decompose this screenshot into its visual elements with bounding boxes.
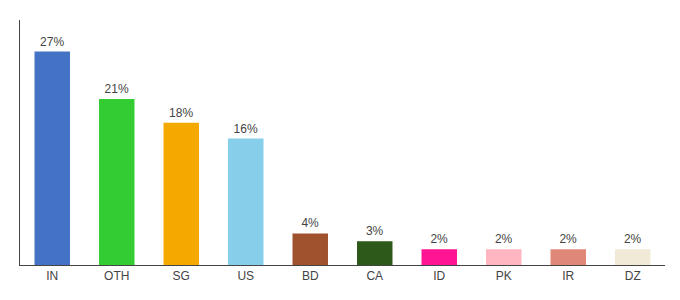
svg-text:2%: 2% — [430, 232, 448, 246]
svg-text:US: US — [237, 269, 254, 283]
svg-text:27%: 27% — [40, 35, 64, 49]
svg-text:DZ: DZ — [625, 269, 641, 283]
svg-text:4%: 4% — [301, 216, 319, 230]
svg-text:PK: PK — [496, 269, 512, 283]
svg-text:3%: 3% — [366, 224, 384, 238]
svg-text:2%: 2% — [624, 232, 642, 246]
svg-text:18%: 18% — [169, 106, 193, 120]
svg-text:16%: 16% — [234, 122, 258, 136]
svg-text:IN: IN — [46, 269, 58, 283]
svg-text:BD: BD — [302, 269, 319, 283]
svg-text:2%: 2% — [495, 232, 513, 246]
svg-text:OTH: OTH — [104, 269, 129, 283]
svg-text:SG: SG — [173, 269, 190, 283]
svg-text:CA: CA — [366, 269, 383, 283]
svg-text:ID: ID — [433, 269, 445, 283]
svg-text:2%: 2% — [559, 232, 577, 246]
svg-text:21%: 21% — [105, 82, 129, 96]
svg-text:IR: IR — [562, 269, 574, 283]
